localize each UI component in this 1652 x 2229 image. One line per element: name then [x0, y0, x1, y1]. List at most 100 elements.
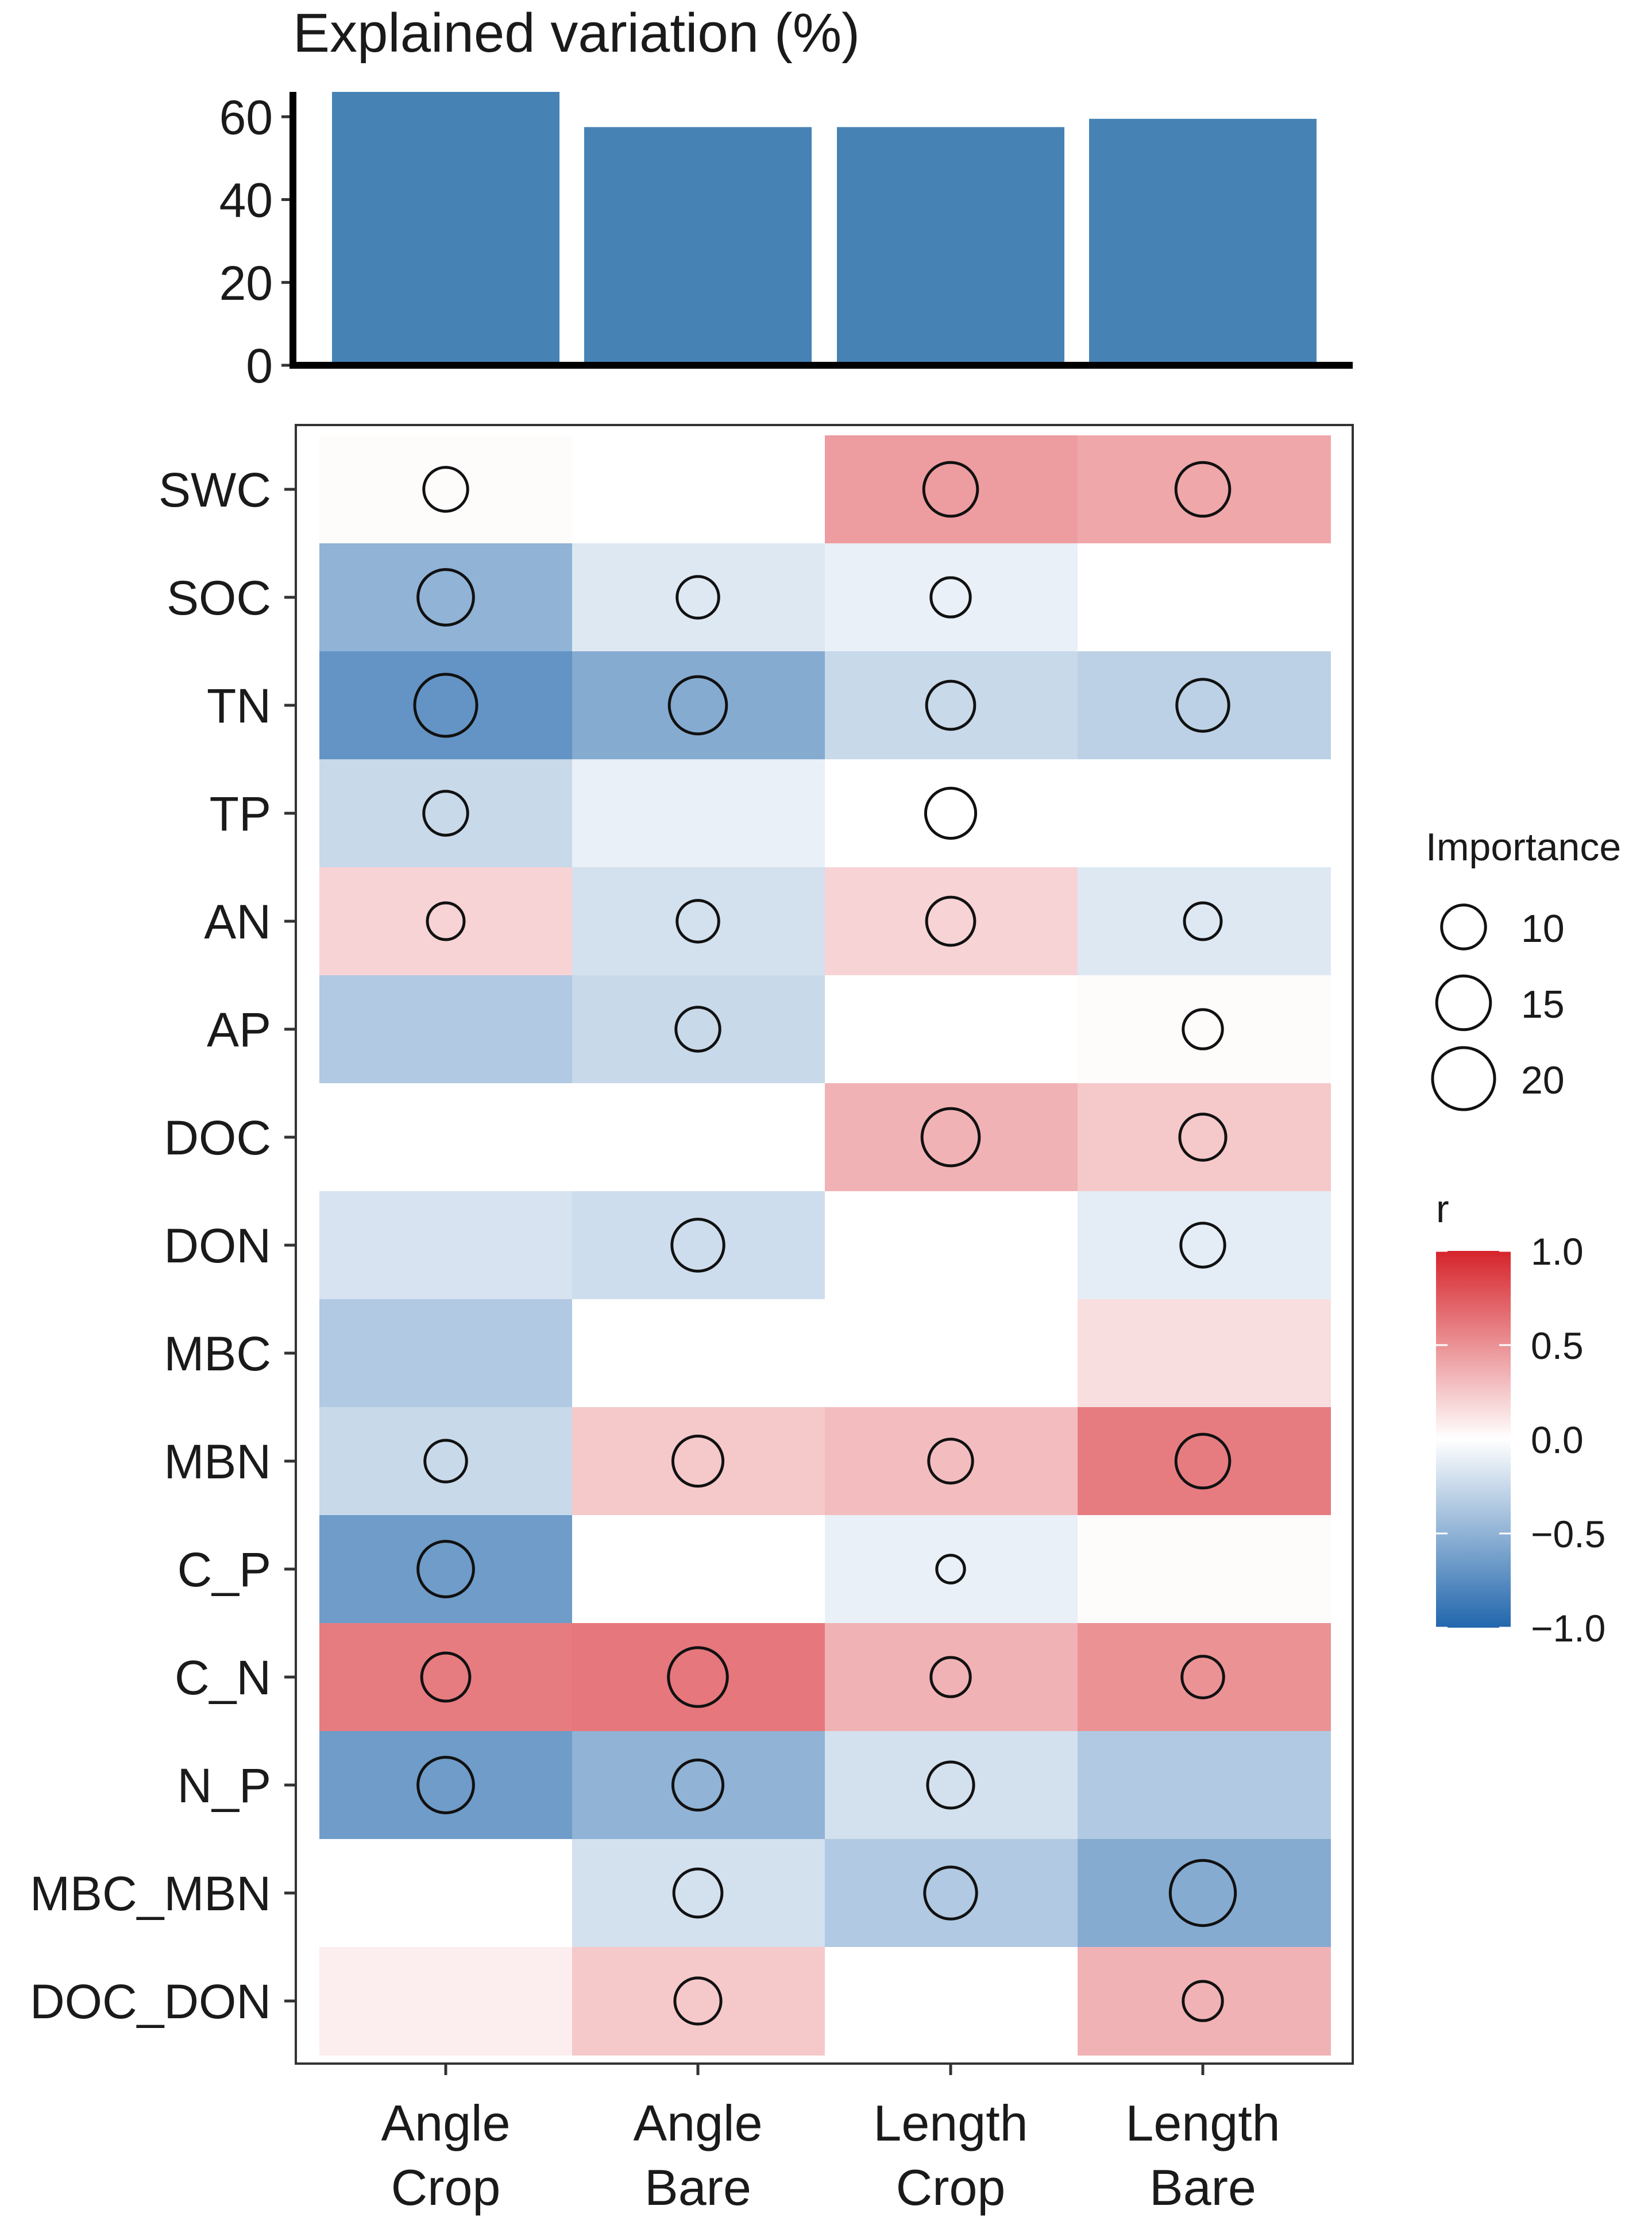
row-label: AP: [207, 1003, 271, 1057]
row-label: TN: [207, 679, 271, 733]
importance-circle: [672, 1867, 724, 1919]
importance-circle: [1182, 1008, 1224, 1050]
heatmap-column-labels: Angle Crop Angle Bare Length Crop Length Bare: [381, 2064, 1280, 2216]
importance-legend-circle: [1431, 1046, 1496, 1111]
importance-circle: [1183, 901, 1223, 941]
row-label: C_N: [175, 1651, 271, 1705]
heatmap-cell: [319, 651, 573, 760]
bar-3: [837, 127, 1064, 365]
row-label: SOC: [167, 571, 271, 625]
heatmap-cell: [1078, 435, 1331, 544]
row-label: TP: [210, 787, 271, 841]
heatmap-cell: [319, 975, 573, 1084]
importance-circle: [667, 675, 728, 736]
importance-circle: [671, 1434, 725, 1488]
importance-circle: [1178, 1112, 1228, 1162]
row-label: SWC: [159, 463, 271, 517]
importance-circle: [422, 790, 469, 837]
heatmap-cell: [572, 651, 825, 760]
importance-circle: [667, 1646, 729, 1708]
importance-circle: [422, 466, 469, 513]
heatmap-cell: [825, 1083, 1078, 1192]
heatmap-cell: [1078, 1083, 1331, 1192]
bar-chart: Explained variation (%) 0 20 40 60: [219, 2, 1353, 393]
heatmap-cell: [319, 759, 573, 868]
heatmap-cell: [319, 1191, 573, 1300]
heatmap-cell: [572, 435, 825, 544]
importance-circle: [1174, 1432, 1232, 1490]
importance-circle: [416, 1756, 475, 1814]
heatmap-cell: [1078, 1191, 1331, 1300]
importance-circle: [925, 895, 976, 947]
importance-circle: [676, 899, 720, 944]
heatmap-cell: [1078, 867, 1331, 976]
heatmap-cell: [319, 1407, 573, 1516]
heatmap-cell: [825, 543, 1078, 652]
heatmap-cell: [1078, 975, 1331, 1084]
heatmap-row-labels: SWC SOC TN TP AN AP DOC DON MBC MBN C_P C_N N_P MBC_M…: [30, 463, 296, 2029]
heatmap-cell: [1078, 1299, 1331, 1408]
heatmap-cell: [319, 1947, 573, 2056]
heatmap-cell: [572, 975, 825, 1084]
importance-circle: [923, 1865, 978, 1921]
importance-circle: [927, 1438, 974, 1485]
importance-circle: [926, 1760, 975, 1810]
heatmap-cell: [1078, 1947, 1331, 2056]
importance-legend-label: 20: [1521, 1059, 1565, 1102]
color-legend-label: −0.5: [1531, 1513, 1605, 1555]
heatmap-cell: [572, 1731, 825, 1840]
importance-circle: [1179, 1222, 1226, 1269]
heatmap-chart: SWC SOC TN TP AN AP DOC DON MBC MBN C_P C_N N_P MBC_M…: [30, 424, 1354, 2216]
importance-legend-label: 15: [1521, 983, 1565, 1026]
color-legend-label: 0.0: [1531, 1419, 1584, 1461]
bar-1: [332, 92, 559, 365]
heatmap-cell: [572, 1947, 825, 2056]
bar-y-axis-ticks: 0 20 40 60: [219, 90, 293, 393]
importance-circle: [929, 1656, 972, 1698]
importance-legend-circle: [1440, 903, 1487, 951]
importance-circle: [929, 576, 972, 619]
column-label: Angle: [633, 2095, 762, 2151]
heatmap-cell: [825, 1731, 1078, 1840]
heatmap-cell: [825, 1515, 1078, 1624]
heatmap-cell: [319, 1083, 573, 1192]
row-label: DON: [164, 1219, 271, 1273]
importance-circle: [416, 1540, 475, 1598]
bar-y-tick-label: 60: [219, 90, 273, 144]
bar-series: [332, 92, 1317, 365]
heatmap-cell: [319, 867, 573, 976]
column-label: Crop: [896, 2159, 1006, 2216]
bar-y-tick-label: 40: [219, 173, 273, 227]
row-label: MBN: [164, 1435, 271, 1489]
importance-circle: [1180, 1655, 1225, 1699]
importance-circle: [416, 568, 475, 627]
importance-circle: [673, 1976, 723, 2026]
bar-4: [1089, 118, 1317, 365]
row-label: DOC_DON: [30, 1975, 271, 2029]
importance-circle: [1182, 1980, 1224, 2022]
row-label: N_P: [177, 1759, 271, 1813]
heatmap-cell: [825, 1947, 1078, 2056]
heatmap-cell: [319, 1839, 573, 1948]
heatmap-cell: [825, 435, 1078, 544]
column-label: Bare: [644, 2159, 751, 2216]
heatmap-cell: [572, 1191, 825, 1300]
color-legend: r 1.0 0.5 0.0 −0.5 −1.0: [1436, 1187, 1605, 1649]
heatmap-cell: [1078, 1839, 1331, 1948]
importance-circle: [1174, 461, 1232, 518]
importance-circle: [413, 673, 478, 738]
heatmap-cell: [1078, 759, 1331, 868]
heatmap-cell: [825, 1407, 1078, 1516]
heatmap-cell: [1078, 1623, 1331, 1732]
heatmap-cell: [572, 1623, 825, 1732]
color-legend-label: −1.0: [1531, 1607, 1605, 1649]
column-label: Crop: [391, 2159, 501, 2216]
heatmap-cell: [1078, 1407, 1331, 1516]
row-label: C_P: [177, 1543, 271, 1597]
heatmap-cell: [572, 759, 825, 868]
heatmap-cell: [572, 867, 825, 976]
color-legend-label: 0.5: [1531, 1324, 1584, 1367]
importance-circle: [920, 1107, 981, 1168]
importance-legend-label: 10: [1521, 907, 1565, 951]
